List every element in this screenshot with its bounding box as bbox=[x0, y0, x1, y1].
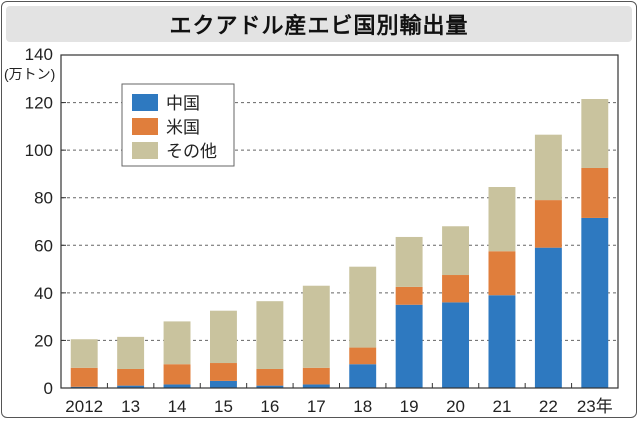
bar-segment bbox=[534, 200, 562, 248]
x-tick-label: 13 bbox=[121, 397, 140, 416]
bar-segment bbox=[395, 286, 423, 305]
bar-segment bbox=[302, 384, 330, 388]
bar-segment bbox=[163, 321, 191, 365]
y-tick-label: 100 bbox=[25, 141, 53, 160]
bar-segment bbox=[349, 347, 377, 365]
x-tick-label: 19 bbox=[400, 397, 419, 416]
bar-segment bbox=[442, 226, 470, 276]
bar-segment bbox=[70, 339, 98, 368]
bar-segment bbox=[209, 363, 237, 381]
bar-segment bbox=[256, 301, 284, 369]
y-axis-unit-label: (万トン) bbox=[4, 66, 55, 82]
legend-label: 米国 bbox=[166, 118, 200, 137]
y-tick-labels: 0 20 40 60 80 100 120 140 bbox=[25, 45, 53, 398]
bar-segment bbox=[163, 384, 191, 388]
x-tick-label: 18 bbox=[353, 397, 372, 416]
legend-swatch bbox=[132, 118, 158, 135]
bar-segment bbox=[209, 380, 237, 388]
bar-segment bbox=[256, 385, 284, 388]
bar-segment bbox=[442, 275, 470, 303]
x-tick-label: 16 bbox=[260, 397, 279, 416]
bar-segment bbox=[302, 285, 330, 368]
legend-label: その他 bbox=[166, 142, 217, 161]
x-tick-label: 21 bbox=[492, 397, 511, 416]
bar-segment bbox=[395, 304, 423, 388]
bar-segment bbox=[488, 295, 516, 388]
bar-segment bbox=[488, 251, 516, 296]
bar-segment bbox=[117, 385, 145, 388]
x-tick-label: 17 bbox=[307, 397, 326, 416]
legend-swatch bbox=[132, 142, 158, 159]
bar-segment bbox=[488, 187, 516, 252]
y-tick-label: 0 bbox=[44, 379, 53, 398]
bar-segment bbox=[395, 236, 423, 287]
x-tick-label: 23年 bbox=[577, 397, 613, 416]
bar-segment bbox=[534, 134, 562, 201]
axes bbox=[60, 54, 619, 389]
bar-segment bbox=[349, 364, 377, 388]
y-tick-label: 140 bbox=[25, 45, 53, 64]
x-tick-labels: 2012 13 14 15 16 17 18 19 20 21 22 23年 bbox=[65, 397, 612, 416]
x-tick-label: 14 bbox=[168, 397, 187, 416]
bar-segment bbox=[349, 266, 377, 348]
bar-segment bbox=[117, 336, 145, 369]
x-tick-label: 2012 bbox=[65, 397, 103, 416]
bar-segment bbox=[70, 367, 98, 387]
x-tick-label: 20 bbox=[446, 397, 465, 416]
chart-title: エクアドル産エビ国別輸出量 bbox=[6, 6, 632, 42]
bar-segment bbox=[209, 310, 237, 364]
bars bbox=[70, 99, 609, 388]
bar-segment bbox=[581, 217, 609, 388]
bar-segment bbox=[163, 364, 191, 385]
bar-segment bbox=[442, 302, 470, 388]
gridlines bbox=[61, 102, 618, 341]
y-tick-label: 40 bbox=[34, 284, 53, 303]
x-tick-label: 22 bbox=[539, 397, 558, 416]
legend-swatch bbox=[132, 94, 158, 111]
y-tick-label: 120 bbox=[25, 94, 53, 113]
bar-segment bbox=[581, 167, 609, 218]
bar-segment bbox=[534, 247, 562, 388]
bar-segment bbox=[117, 368, 145, 386]
bar-segment bbox=[581, 99, 609, 168]
bar-segment bbox=[302, 367, 330, 385]
y-tick-label: 60 bbox=[34, 236, 53, 255]
y-tick-label: 20 bbox=[34, 331, 53, 350]
legend-label: 中国 bbox=[166, 94, 200, 113]
y-tick-label: 80 bbox=[34, 189, 53, 208]
bar-segment bbox=[256, 368, 284, 386]
x-tick-label: 15 bbox=[214, 397, 233, 416]
